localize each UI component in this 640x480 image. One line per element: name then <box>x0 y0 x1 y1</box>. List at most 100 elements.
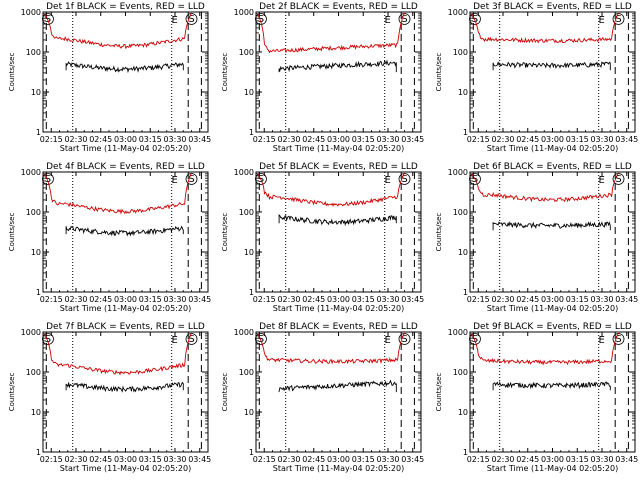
chart-title: Det 8f BLACK = Events, RED = LLD <box>259 322 418 332</box>
y-axis-label: Counts/sec <box>435 53 443 92</box>
y-tick-label: 1000 <box>21 168 41 177</box>
y-tick-label: 10 <box>31 408 41 417</box>
x-tick-label: 03:45 <box>188 135 211 144</box>
events-series-line <box>65 381 184 393</box>
x-tick-label: 03:15 <box>566 295 589 304</box>
start-marker-circle <box>469 173 481 185</box>
x-axis-label: Start Time (11-May-04 02:05:20) <box>487 304 618 313</box>
x-tick-label: 03:15 <box>352 455 375 464</box>
x-tick-label: 03:30 <box>376 135 399 144</box>
x-axis-label: Start Time (11-May-04 02:05:20) <box>60 144 191 153</box>
x-tick-label: 03:45 <box>188 295 211 304</box>
y-tick-label: 1000 <box>21 8 41 17</box>
x-tick-label: 03:00 <box>327 455 350 464</box>
y-tick-label: 1 <box>463 128 468 137</box>
plot-frame <box>469 171 636 293</box>
y-axis-label: Counts/sec <box>435 373 443 412</box>
end-marker: E <box>385 175 391 186</box>
lld-series-line <box>471 172 619 203</box>
y-tick-label: 1 <box>36 128 41 137</box>
x-tick-label: 03:00 <box>114 455 137 464</box>
x-tick-label: 02:45 <box>89 455 112 464</box>
chart-title: Det 9f BLACK = Events, RED = LLD <box>473 322 632 332</box>
y-tick-label: 100 <box>453 368 468 377</box>
x-tick-label: 02:15 <box>40 135 63 144</box>
end-marker: E <box>599 175 605 186</box>
x-tick-label: 02:30 <box>277 455 300 464</box>
x-tick-label: 02:45 <box>302 455 325 464</box>
y-tick-label: 1000 <box>234 168 254 177</box>
start-marker-circle <box>42 13 54 25</box>
x-tick-label: 02:30 <box>64 135 87 144</box>
start-marker: S <box>258 14 264 25</box>
start-marker-circle <box>469 13 481 25</box>
start-marker: S <box>188 174 194 185</box>
x-tick-label: 03:00 <box>541 455 564 464</box>
lld-series-line <box>44 12 192 50</box>
x-tick-label: 03:45 <box>615 455 638 464</box>
x-tick-label: 03:15 <box>139 295 162 304</box>
x-tick-label: 02:15 <box>253 135 276 144</box>
lld-series-line <box>471 12 619 44</box>
y-tick-label: 10 <box>244 248 254 257</box>
y-tick-label: 10 <box>458 408 468 417</box>
x-tick-label: 03:45 <box>615 295 638 304</box>
y-tick-label: 1 <box>36 288 41 297</box>
y-tick-label: 1000 <box>448 328 468 337</box>
plot-frame <box>42 11 209 133</box>
chart-panel: Det 9f BLACK = Events, RED = LLD 1 10 100 10… <box>435 322 638 473</box>
x-tick-label: 02:30 <box>491 295 514 304</box>
y-tick-label: 1 <box>249 128 254 137</box>
chart-panel: Det 7f BLACK = Events, RED = LLD 1 10 100 10… <box>8 322 211 473</box>
x-tick-label: 03:30 <box>590 455 613 464</box>
events-series-line <box>492 380 611 391</box>
y-axis-label: Counts/sec <box>8 373 16 412</box>
plot-frame <box>469 11 636 133</box>
y-axis-label: Counts/sec <box>221 53 229 92</box>
x-axis-label: Start Time (11-May-04 02:05:20) <box>273 304 404 313</box>
events-series-line <box>278 59 397 73</box>
y-tick-label: 1000 <box>21 328 41 337</box>
lld-series-line <box>44 172 192 215</box>
x-tick-label: 02:45 <box>516 295 539 304</box>
y-tick-label: 10 <box>458 88 468 97</box>
x-tick-label: 03:30 <box>590 295 613 304</box>
chart-panel: Det 5f BLACK = Events, RED = LLD 1 10 100 10… <box>221 162 424 313</box>
x-tick-label: 02:45 <box>89 135 112 144</box>
x-axis-label: Start Time (11-May-04 02:05:20) <box>60 464 191 473</box>
x-axis-label: Start Time (11-May-04 02:05:20) <box>487 144 618 153</box>
chart-title: Det 2f BLACK = Events, RED = LLD <box>259 2 418 12</box>
lld-series-line <box>257 12 405 54</box>
y-tick-label: 1 <box>249 448 254 457</box>
y-tick-label: 1 <box>463 288 468 297</box>
start-marker-circle <box>42 333 54 345</box>
start-marker: S <box>401 14 407 25</box>
y-tick-label: 100 <box>239 208 254 217</box>
y-tick-label: 1000 <box>448 168 468 177</box>
x-tick-label: 03:30 <box>163 135 186 144</box>
y-tick-label: 1000 <box>448 8 468 17</box>
x-tick-label: 03:15 <box>139 455 162 464</box>
y-tick-label: 1000 <box>234 8 254 17</box>
x-tick-label: 03:00 <box>114 295 137 304</box>
x-tick-label: 03:30 <box>376 295 399 304</box>
x-tick-label: 03:30 <box>163 295 186 304</box>
y-tick-label: 10 <box>31 248 41 257</box>
events-series-line <box>65 225 184 237</box>
events-series-line <box>278 213 397 227</box>
plot-frame <box>255 171 422 293</box>
y-tick-label: 1 <box>463 448 468 457</box>
x-tick-label: 02:45 <box>516 135 539 144</box>
x-tick-label: 02:15 <box>40 295 63 304</box>
x-tick-label: 02:45 <box>302 135 325 144</box>
y-tick-label: 100 <box>26 208 41 217</box>
y-tick-label: 1 <box>249 288 254 297</box>
events-series-line <box>492 60 611 71</box>
y-tick-label: 100 <box>453 48 468 57</box>
x-tick-label: 02:30 <box>491 455 514 464</box>
x-tick-label: 02:45 <box>89 295 112 304</box>
lld-series-line <box>44 332 192 376</box>
y-tick-label: 100 <box>239 368 254 377</box>
chart-title: Det 4f BLACK = Events, RED = LLD <box>46 162 205 172</box>
